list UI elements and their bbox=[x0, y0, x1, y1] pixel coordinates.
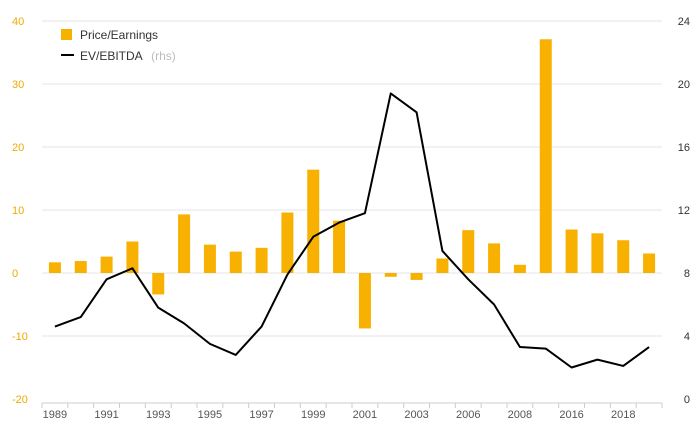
bar bbox=[384, 273, 397, 277]
y-left-tick-label: 30 bbox=[12, 79, 24, 91]
bar bbox=[488, 243, 501, 273]
y-right-tick-label: 20 bbox=[678, 79, 690, 91]
y-right-tick-label: 8 bbox=[684, 268, 690, 280]
y-left-tick-label: 0 bbox=[12, 268, 18, 280]
bar bbox=[74, 261, 87, 273]
y-right-tick-label: 0 bbox=[684, 394, 690, 406]
legend-swatch-price-earnings bbox=[61, 29, 72, 40]
bar bbox=[462, 230, 475, 273]
line-path bbox=[54, 92, 650, 369]
bar bbox=[229, 251, 242, 273]
bar bbox=[410, 273, 423, 280]
x-tick-label: 1995 bbox=[198, 409, 222, 421]
bar bbox=[358, 273, 371, 329]
bar-series-price-earnings bbox=[48, 39, 656, 329]
bar bbox=[178, 214, 191, 273]
x-tick-label: 1989 bbox=[43, 409, 67, 421]
y-left-tick-label: -10 bbox=[12, 331, 28, 343]
x-tick-label: 2001 bbox=[353, 409, 377, 421]
y-right-tick-label: 16 bbox=[678, 142, 690, 154]
y-left-tick-label: 10 bbox=[12, 205, 24, 217]
legend-label-ev-ebitda-name: EV/EBITDA bbox=[80, 49, 143, 63]
x-tick-label: 2016 bbox=[559, 409, 583, 421]
bar bbox=[48, 262, 61, 273]
x-tick-label: 1993 bbox=[146, 409, 170, 421]
bar bbox=[436, 258, 449, 273]
y-left-tick-label: 20 bbox=[12, 142, 24, 154]
x-tick-label: 2018 bbox=[611, 409, 635, 421]
y-left-tick-label: -20 bbox=[12, 394, 28, 406]
bar bbox=[643, 253, 656, 273]
x-tick-label: 1997 bbox=[249, 409, 273, 421]
bar bbox=[307, 169, 320, 273]
x-tick-label: 2006 bbox=[456, 409, 480, 421]
legend-label-ev-ebitda: EV/EBITDA (rhs) bbox=[80, 47, 176, 64]
y-left-tick-label: 40 bbox=[12, 16, 24, 28]
bar bbox=[617, 240, 630, 273]
axes: -20 -10 0 10 20 30 40 0 4 8 12 16 20 24 1989 1991 1993 19… bbox=[12, 16, 690, 421]
bar bbox=[539, 39, 552, 273]
bar bbox=[565, 229, 578, 273]
line-series-ev-ebitda bbox=[54, 92, 650, 369]
bar bbox=[281, 212, 294, 273]
legend-label-ev-ebitda-suffix: (rhs) bbox=[151, 49, 176, 63]
bar bbox=[513, 264, 526, 273]
grid-lines bbox=[42, 20, 662, 337]
legend: Price/Earnings EV/EBITDA (rhs) bbox=[61, 28, 176, 64]
bar bbox=[255, 247, 268, 273]
bar bbox=[126, 241, 139, 273]
x-tick-label: 2003 bbox=[404, 409, 428, 421]
legend-label-price-earnings: Price/Earnings bbox=[80, 28, 158, 42]
bar bbox=[203, 244, 216, 273]
y-right-tick-label: 4 bbox=[684, 331, 690, 343]
bar bbox=[333, 220, 346, 273]
bar bbox=[152, 273, 165, 295]
bar bbox=[100, 256, 113, 273]
x-tick-label: 1999 bbox=[301, 409, 325, 421]
y-right-tick-label: 12 bbox=[678, 205, 690, 217]
x-tick-label: 2008 bbox=[508, 409, 532, 421]
bar bbox=[591, 233, 604, 273]
y-right-tick-label: 24 bbox=[678, 16, 690, 28]
x-tick-label: 1991 bbox=[94, 409, 118, 421]
